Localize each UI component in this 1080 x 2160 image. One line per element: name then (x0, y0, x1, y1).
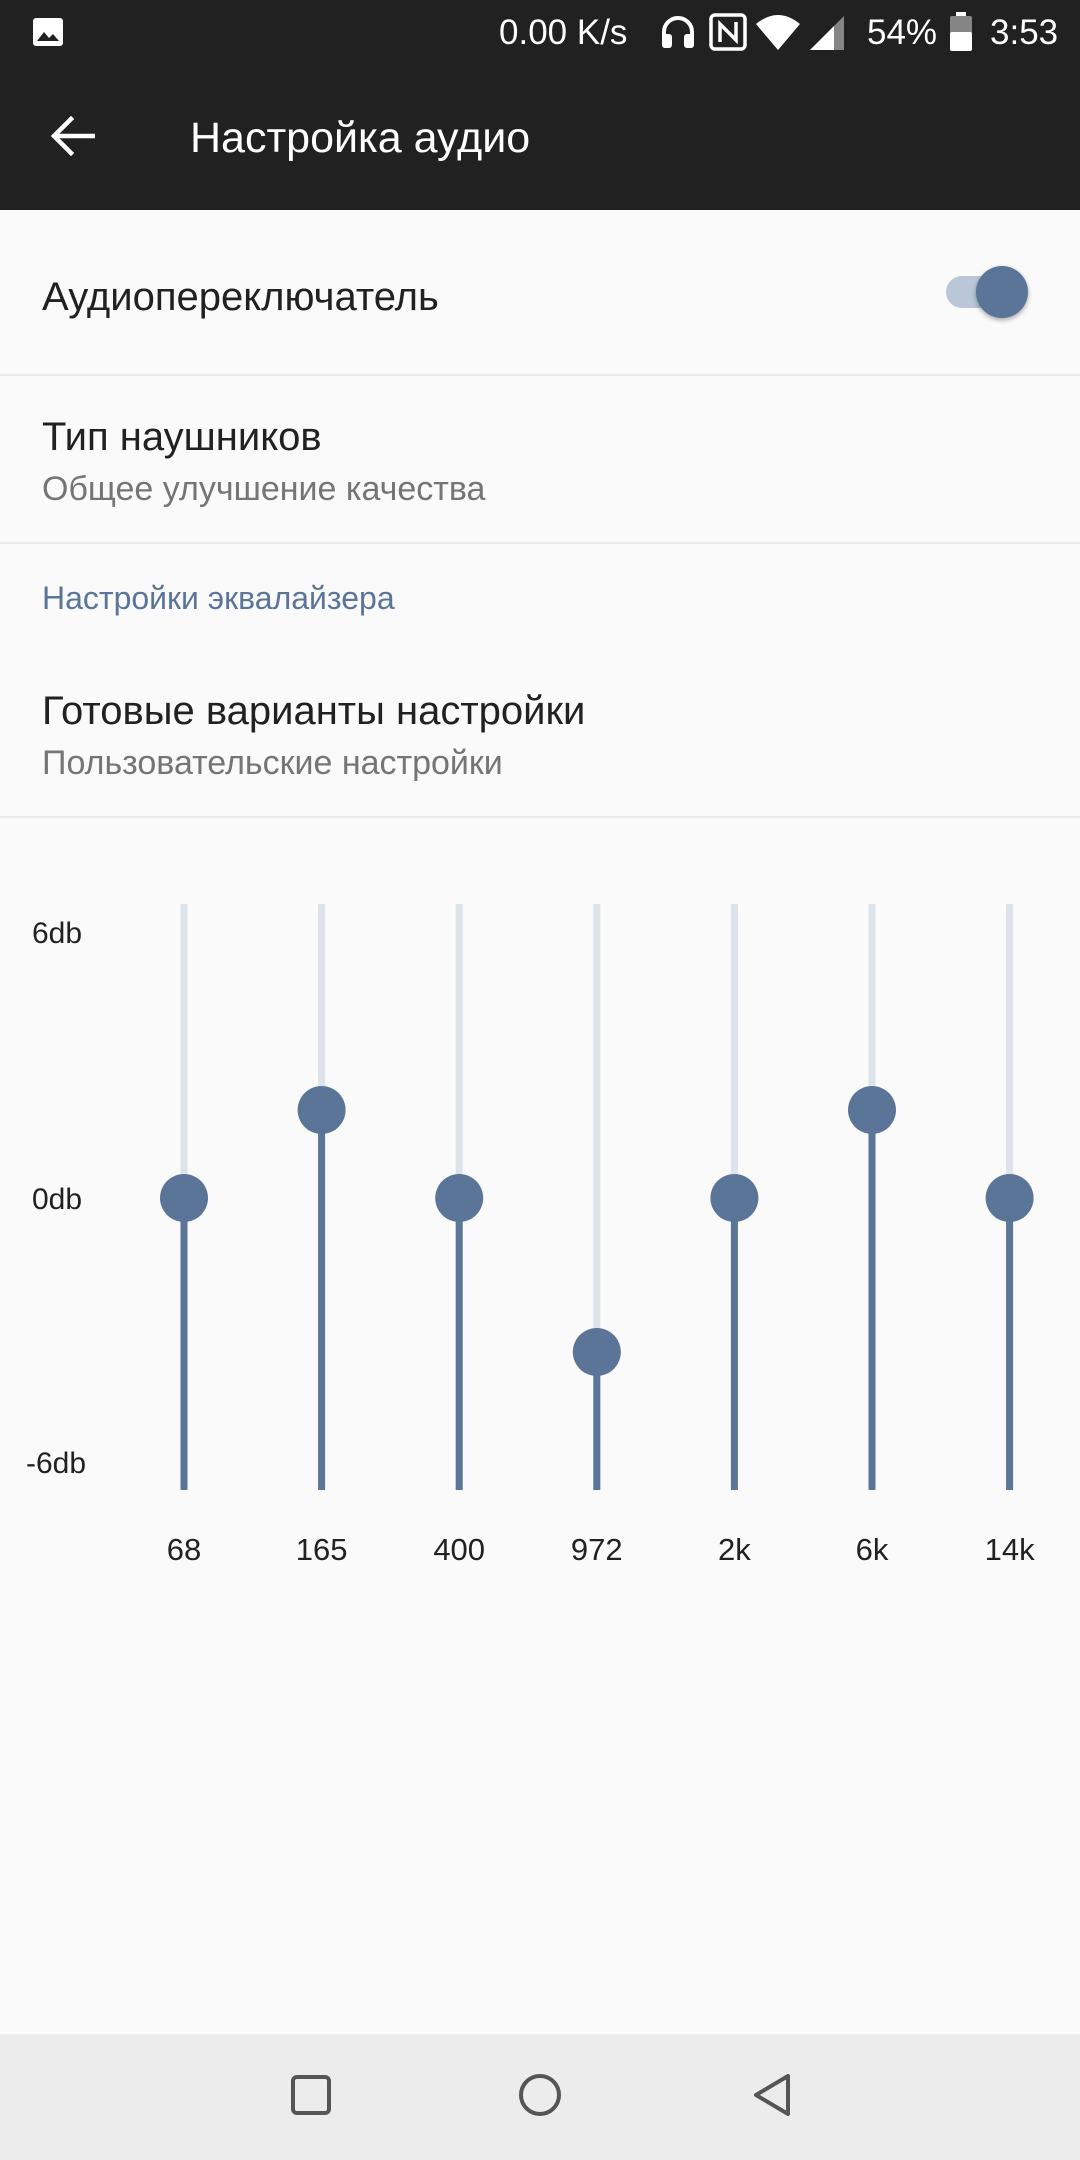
freq-label-68: 68 (166, 1532, 202, 1567)
presets-label: Готовые варианты настройки (42, 689, 586, 733)
presets-summary: Пользовательские настройки (42, 744, 503, 782)
eq-slider-thumb-2k[interactable] (710, 1174, 759, 1222)
freq-label-14k: 14k (984, 1532, 1035, 1567)
eq-slider-thumb-165[interactable] (297, 1086, 346, 1134)
db-label-mid: 0db (32, 1183, 83, 1216)
back-nav-button[interactable] (727, 2054, 817, 2140)
eq-slider-thumb-400[interactable] (435, 1174, 484, 1222)
headphone-type-label: Тип наушников (42, 415, 322, 459)
back-button[interactable] (30, 96, 114, 180)
audio-switch-label: Аудиопереключатель (42, 275, 439, 319)
nfc-icon (708, 12, 748, 57)
eq-slider-thumb-6k[interactable] (848, 1086, 896, 1134)
eq-slider-thumb-972[interactable] (572, 1328, 621, 1376)
freq-label-972: 972 (570, 1532, 623, 1567)
wifi-icon (755, 14, 801, 57)
equalizer-sliders (160, 904, 1034, 1490)
back-triangle-icon (750, 2072, 794, 2123)
headphone-type-row[interactable]: Тип наушников Общее улучшение качества (0, 376, 1080, 544)
headphones-icon (658, 12, 698, 57)
presets-row[interactable]: Готовые варианты настройки Пользовательс… (0, 630, 1080, 818)
freq-label-165: 165 (295, 1532, 348, 1567)
switch-thumb (976, 266, 1028, 318)
freq-label-6k: 6k (855, 1532, 889, 1567)
audio-switch-toggle[interactable] (940, 262, 1032, 322)
db-label-min: -6db (26, 1447, 87, 1480)
signal-icon (808, 14, 846, 57)
arrow-left-icon (49, 115, 96, 161)
clock: 3:53 (990, 13, 1059, 52)
headphone-type-summary: Общее улучшение качества (42, 470, 486, 508)
eq-slider-thumb-14k[interactable] (985, 1174, 1034, 1222)
freq-label-2k: 2k (718, 1532, 751, 1567)
equalizer: 6db 0db -6db 68 165 400 972 2k 6k 14k (0, 820, 1080, 1580)
navigation-bar (0, 2034, 1080, 2160)
gallery-icon (32, 17, 64, 52)
battery-percent: 54% (867, 13, 938, 52)
network-speed: 0.00 K/s (499, 13, 628, 52)
recents-square-icon (289, 2073, 333, 2122)
status-bar: 0.00 K/s 54% 3:53 (0, 0, 1080, 66)
recents-button[interactable] (266, 2054, 356, 2140)
battery-icon (949, 12, 973, 57)
home-circle-icon (517, 2072, 563, 2123)
eq-slider-thumb-68[interactable] (160, 1174, 208, 1222)
home-button[interactable] (495, 2054, 585, 2140)
app-bar: Настройка аудио (0, 66, 1080, 210)
db-label-max: 6db (32, 917, 83, 950)
audio-switch-row[interactable]: Аудиопереключатель (0, 210, 1080, 376)
equalizer-section-header: Настройки эквалайзера (42, 580, 395, 616)
freq-label-400: 400 (433, 1532, 486, 1567)
page-title: Настройка аудио (190, 114, 531, 162)
